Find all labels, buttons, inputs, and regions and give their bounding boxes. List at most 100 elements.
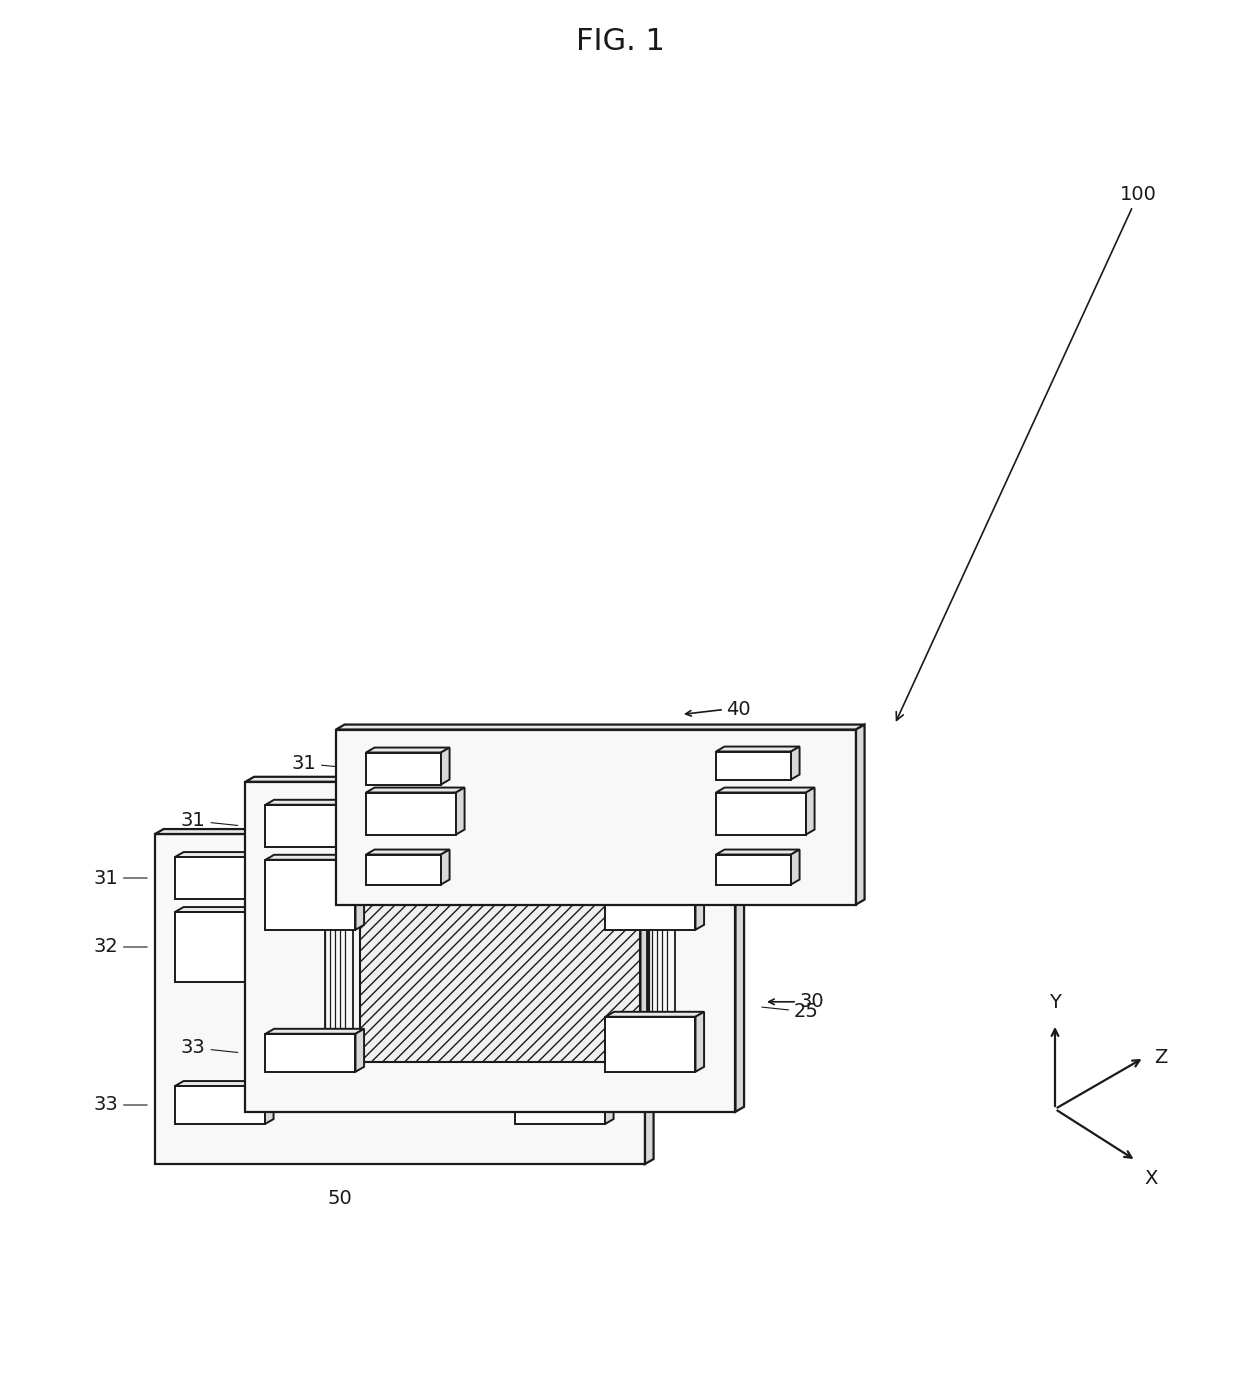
Polygon shape	[645, 829, 653, 1164]
Text: X: X	[1145, 1168, 1157, 1187]
Text: 39: 39	[407, 794, 459, 825]
Polygon shape	[175, 856, 250, 899]
Polygon shape	[441, 849, 450, 884]
Polygon shape	[265, 859, 356, 929]
Text: 35: 35	[776, 796, 836, 815]
Polygon shape	[336, 729, 856, 905]
Polygon shape	[265, 1029, 365, 1034]
Polygon shape	[605, 1012, 704, 1016]
Text: 31: 31	[291, 754, 353, 774]
Polygon shape	[265, 1034, 356, 1071]
Text: 18: 18	[458, 1083, 482, 1102]
Polygon shape	[735, 776, 744, 1111]
Polygon shape	[366, 855, 441, 884]
Polygon shape	[715, 746, 800, 752]
Polygon shape	[641, 829, 649, 1062]
Polygon shape	[791, 746, 800, 779]
Polygon shape	[605, 803, 689, 808]
Polygon shape	[341, 800, 350, 847]
Polygon shape	[515, 907, 614, 912]
Polygon shape	[456, 787, 465, 834]
Text: 32: 32	[291, 798, 353, 818]
Polygon shape	[605, 907, 614, 982]
Polygon shape	[366, 787, 465, 793]
Polygon shape	[246, 782, 735, 1111]
Polygon shape	[366, 793, 456, 834]
Polygon shape	[265, 800, 350, 805]
Polygon shape	[336, 724, 864, 729]
Polygon shape	[361, 834, 641, 1062]
Polygon shape	[515, 1065, 614, 1069]
Text: 31: 31	[93, 869, 148, 888]
Polygon shape	[645, 859, 653, 889]
Polygon shape	[515, 860, 590, 892]
Polygon shape	[265, 855, 365, 859]
Polygon shape	[605, 1016, 696, 1071]
Text: 30: 30	[799, 993, 823, 1011]
Text: 32: 32	[181, 880, 238, 899]
Polygon shape	[515, 1069, 605, 1124]
Text: 34: 34	[766, 747, 826, 767]
Text: FIG. 1: FIG. 1	[575, 26, 665, 55]
Polygon shape	[175, 907, 274, 912]
Polygon shape	[806, 787, 815, 834]
Text: 34: 34	[657, 805, 714, 825]
Text: 33: 33	[291, 855, 353, 874]
Polygon shape	[175, 912, 265, 982]
Text: 50: 50	[327, 1190, 352, 1208]
Text: 39: 39	[651, 804, 698, 829]
Polygon shape	[515, 912, 605, 982]
Text: 39: 39	[513, 1067, 565, 1094]
Polygon shape	[681, 803, 689, 840]
Polygon shape	[590, 855, 599, 892]
Polygon shape	[605, 1065, 614, 1124]
Polygon shape	[246, 776, 744, 782]
Polygon shape	[366, 849, 450, 855]
Text: 40: 40	[725, 701, 750, 718]
Text: 33: 33	[93, 1095, 148, 1114]
Text: 33: 33	[181, 1038, 238, 1058]
Polygon shape	[250, 852, 259, 899]
Polygon shape	[441, 747, 450, 785]
Polygon shape	[605, 855, 704, 859]
Text: 25: 25	[761, 1003, 818, 1022]
Polygon shape	[265, 1081, 274, 1124]
Text: 36: 36	[776, 851, 836, 870]
Polygon shape	[361, 829, 649, 834]
Polygon shape	[175, 852, 259, 856]
Polygon shape	[175, 1087, 265, 1124]
Polygon shape	[696, 855, 704, 929]
Polygon shape	[265, 805, 341, 847]
Text: 36: 36	[666, 1040, 724, 1059]
Text: 39: 39	[373, 906, 423, 929]
Text: 31: 31	[181, 811, 238, 830]
Polygon shape	[356, 855, 365, 929]
Polygon shape	[605, 808, 681, 840]
Text: Z: Z	[1154, 1048, 1167, 1067]
Polygon shape	[515, 855, 599, 860]
Polygon shape	[366, 747, 450, 753]
Text: 36: 36	[575, 1092, 632, 1111]
Text: 25a: 25a	[348, 772, 433, 815]
Text: 39: 39	[306, 1065, 356, 1089]
Polygon shape	[715, 752, 791, 779]
Text: 100: 100	[897, 185, 1157, 720]
Polygon shape	[605, 859, 696, 929]
Polygon shape	[715, 855, 791, 884]
Text: 35: 35	[575, 929, 632, 947]
Polygon shape	[696, 1012, 704, 1071]
Polygon shape	[715, 793, 806, 834]
Polygon shape	[155, 834, 645, 1164]
Polygon shape	[265, 907, 274, 982]
Text: 39: 39	[312, 800, 362, 826]
Text: 34: 34	[567, 856, 624, 876]
Polygon shape	[175, 1081, 274, 1087]
Text: Y: Y	[1049, 993, 1061, 1012]
Polygon shape	[715, 787, 815, 793]
Polygon shape	[791, 849, 800, 884]
Text: 35: 35	[666, 877, 725, 896]
Polygon shape	[856, 724, 864, 905]
Text: 32: 32	[93, 938, 148, 957]
Polygon shape	[356, 1029, 365, 1071]
Polygon shape	[715, 849, 800, 855]
